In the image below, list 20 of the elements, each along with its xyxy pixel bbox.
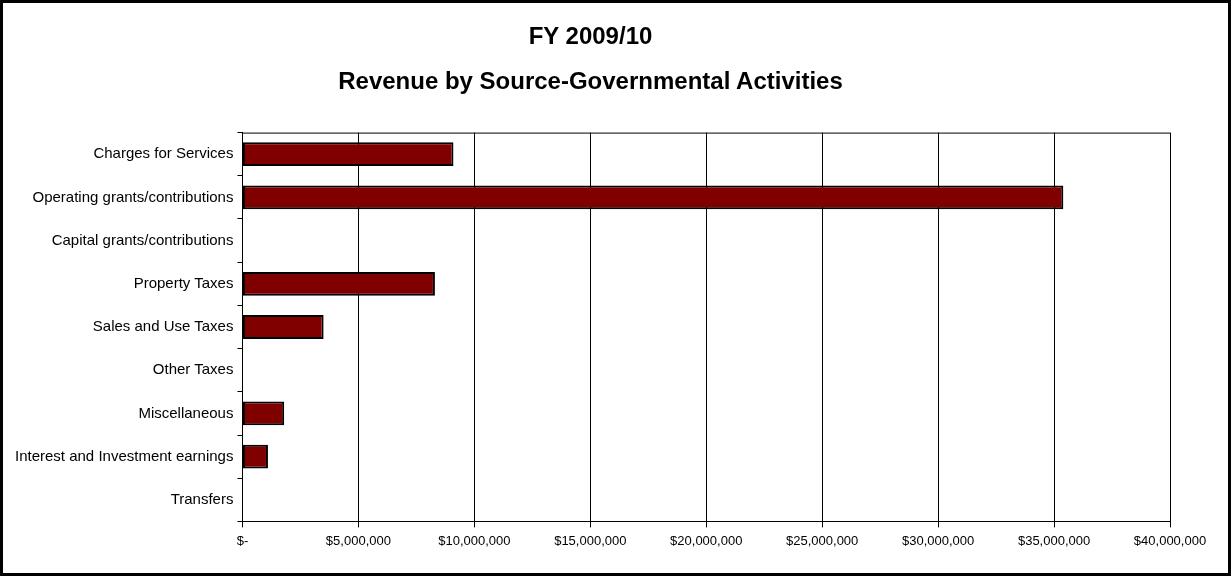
y-tick-label: Other Taxes xyxy=(152,360,234,378)
x-tick-label: $35,000,000 xyxy=(1017,532,1091,548)
x-tick-label: $5,000,000 xyxy=(325,532,391,548)
y-tick-label: Miscellaneous xyxy=(138,403,234,421)
x-tick-label: $- xyxy=(236,532,249,548)
chart-subtitle: Revenue by Source-Governmental Activities xyxy=(338,66,843,94)
y-tick-label: Operating grants/contributions xyxy=(32,187,234,205)
chart-title: FY 2009/10 xyxy=(528,22,653,50)
x-tick-label: $15,000,000 xyxy=(554,532,627,548)
x-tick-label: $20,000,000 xyxy=(670,532,743,548)
y-tick-label: Transfers xyxy=(170,489,234,507)
x-tick-label: $30,000,000 xyxy=(901,532,975,548)
y-tick-label: Interest and Investment earnings xyxy=(14,446,234,464)
y-tick-label: Charges for Services xyxy=(93,144,234,162)
x-tick-label: $25,000,000 xyxy=(786,532,859,548)
x-tick-label: $10,000,000 xyxy=(438,532,511,548)
x-tick-label: $40,000,000 xyxy=(1133,532,1207,548)
y-tick-label: Property Taxes xyxy=(133,273,234,291)
y-tick-label: Capital grants/contributions xyxy=(51,230,234,248)
y-tick-label: Sales and Use Taxes xyxy=(92,317,234,335)
